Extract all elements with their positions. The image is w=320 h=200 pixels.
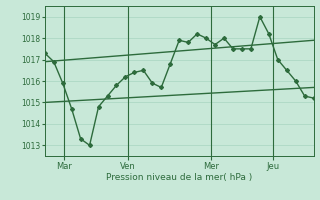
X-axis label: Pression niveau de la mer( hPa ): Pression niveau de la mer( hPa )	[106, 173, 252, 182]
